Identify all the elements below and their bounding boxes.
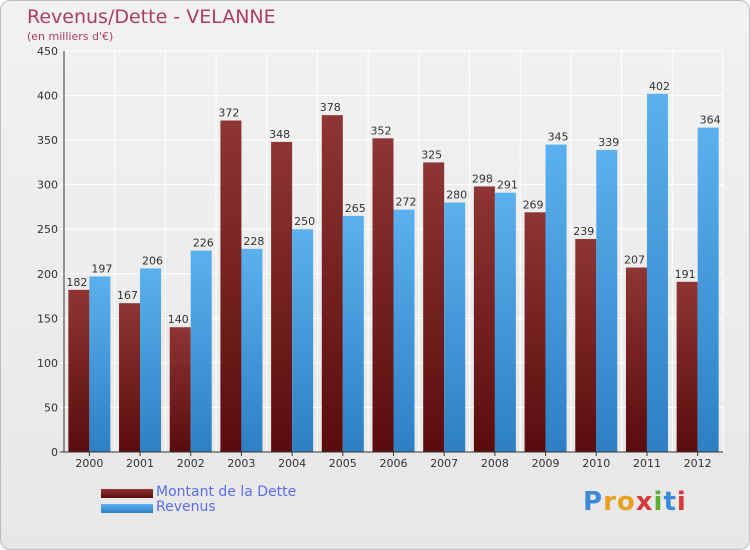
y-tick-label: 50 (44, 401, 58, 414)
bar-revenue-2002 (190, 250, 212, 452)
y-tick-label: 450 (37, 45, 58, 58)
data-label-revenue: 402 (649, 80, 670, 93)
y-tick-label: 400 (37, 90, 58, 103)
data-label-debt: 207 (624, 254, 645, 267)
data-label-revenue: 291 (497, 179, 518, 192)
x-tick-label: 2010 (582, 457, 610, 470)
data-label-revenue: 280 (446, 188, 467, 201)
bar-revenue-2005 (342, 215, 364, 452)
x-tick-label: 2003 (227, 457, 255, 470)
bar-revenue-2011 (646, 93, 668, 453)
x-tick-label: 2001 (126, 457, 154, 470)
bar-debt-2003 (220, 120, 242, 453)
data-label-debt: 191 (675, 268, 696, 281)
data-label-debt: 378 (320, 101, 341, 114)
data-label-revenue: 250 (294, 215, 315, 228)
y-tick-label: 250 (37, 223, 58, 236)
x-tick-label: 2004 (278, 457, 306, 470)
bar-revenue-2006 (393, 209, 415, 452)
x-tick-label: 2012 (684, 457, 712, 470)
data-label-revenue: 228 (243, 235, 264, 248)
y-tick-label: 300 (37, 179, 58, 192)
bar-debt-2011 (625, 267, 647, 452)
x-tick-label: 2009 (532, 457, 560, 470)
bar-revenue-2003 (241, 248, 263, 452)
x-tick-label: 2007 (430, 457, 458, 470)
proxiti-logo: Proxiti (583, 487, 687, 517)
data-label-revenue: 345 (548, 131, 569, 144)
bar-debt-2006 (372, 138, 394, 452)
legend-label-debt: Montant de la Dette (156, 484, 297, 500)
y-tick-label: 200 (37, 268, 58, 281)
data-label-debt: 239 (573, 225, 594, 238)
bar-debt-2012 (676, 281, 698, 452)
bar-revenue-2009 (545, 144, 567, 453)
bar-revenue-2010 (596, 149, 618, 452)
bar-debt-2002 (169, 327, 191, 452)
data-label-revenue: 364 (700, 114, 721, 127)
y-tick-label: 100 (37, 357, 58, 370)
bar-debt-2004 (271, 141, 293, 453)
x-tick-label: 2000 (75, 457, 103, 470)
bar-debt-2010 (575, 239, 597, 452)
bar-revenue-2001 (140, 268, 162, 452)
data-label-revenue: 272 (396, 196, 417, 209)
data-label-revenue: 339 (598, 136, 619, 149)
y-tick-label: 350 (37, 134, 58, 147)
bar-revenue-2012 (697, 127, 719, 452)
data-label-revenue: 197 (91, 262, 112, 275)
bar-revenue-2004 (292, 229, 314, 452)
x-tick-label: 2008 (481, 457, 509, 470)
data-label-debt: 372 (218, 107, 239, 120)
bar-revenue-2007 (444, 202, 466, 452)
chart-title: Revenus/Dette - VELANNE (27, 6, 276, 28)
x-tick-label: 2011 (633, 457, 661, 470)
data-label-debt: 298 (472, 172, 493, 185)
data-label-debt: 269 (523, 198, 544, 211)
bar-debt-2001 (119, 303, 141, 452)
y-tick-label: 150 (37, 312, 58, 325)
data-label-debt: 348 (269, 128, 290, 141)
x-tick-label: 2002 (177, 457, 205, 470)
bar-debt-2008 (473, 186, 495, 452)
data-label-debt: 325 (421, 148, 442, 161)
x-tick-label: 2006 (380, 457, 408, 470)
legend-swatch-revenue (101, 504, 153, 513)
bar-revenue-2000 (89, 276, 111, 452)
legend-label-revenue: Revenus (156, 499, 216, 515)
y-tick-label: 0 (51, 446, 58, 459)
data-label-revenue: 226 (193, 237, 214, 250)
data-label-revenue: 206 (142, 254, 163, 267)
bar-debt-2007 (423, 162, 445, 452)
x-tick-label: 2005 (329, 457, 357, 470)
bar-revenue-2008 (494, 192, 516, 453)
data-label-revenue: 265 (345, 202, 366, 215)
data-label-debt: 167 (117, 289, 138, 302)
legend-swatch-debt (101, 489, 153, 498)
data-label-debt: 182 (66, 276, 87, 289)
chart-subtitle: (en milliers d'€) (27, 30, 114, 43)
bar-debt-2009 (524, 212, 546, 452)
bar-debt-2005 (321, 115, 343, 452)
bar-debt-2000 (68, 289, 90, 452)
data-label-debt: 140 (168, 313, 189, 326)
data-label-debt: 352 (371, 124, 392, 137)
